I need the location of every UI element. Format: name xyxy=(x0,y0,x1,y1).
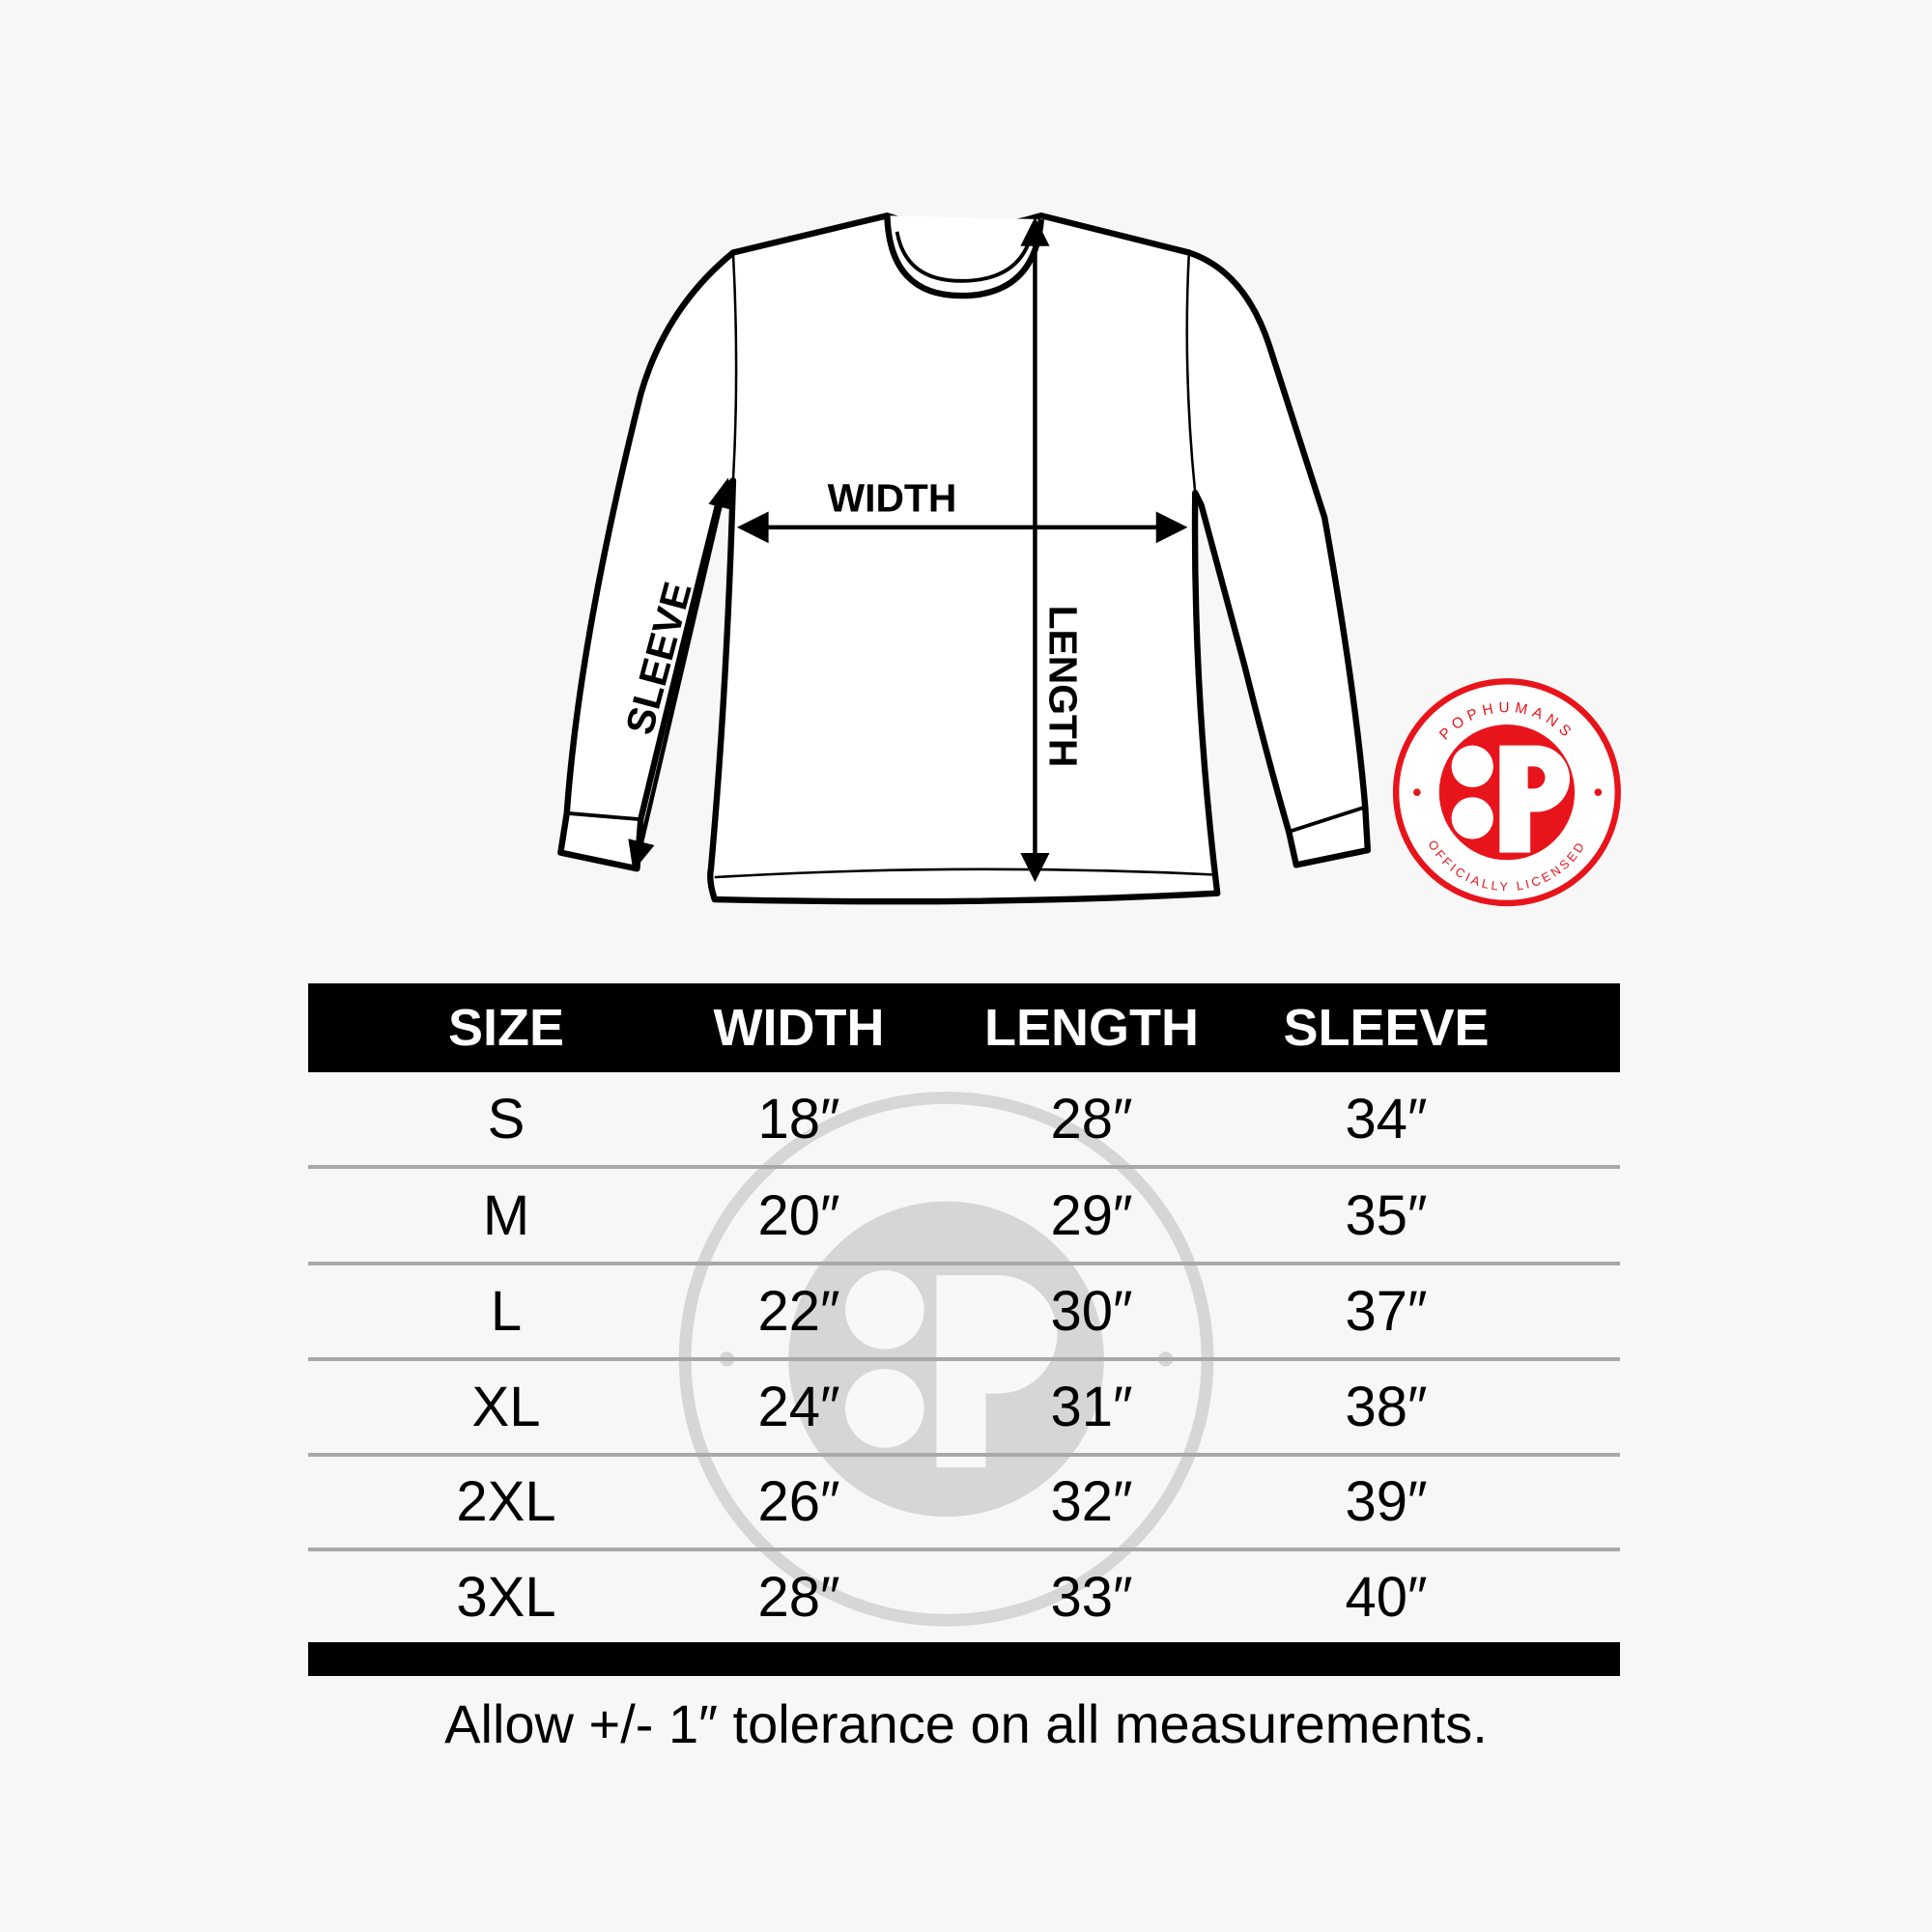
cell-width: 20″ xyxy=(757,1184,840,1247)
cell-sleeve: 37″ xyxy=(1345,1280,1428,1343)
size-table-header: SIZE WIDTH LENGTH SLEEVE xyxy=(308,983,1620,1072)
pophumans-logo: POPHUMANS OFFICIALLY LICENSED xyxy=(1392,678,1621,907)
table-row: M 20″ 29″ 35″ xyxy=(308,1169,1620,1265)
header-length: LENGTH xyxy=(984,999,1199,1057)
cell-sleeve: 39″ xyxy=(1345,1470,1428,1533)
cell-length: 28″ xyxy=(1050,1088,1133,1151)
table-row: 2XL 26″ 32″ 39″ xyxy=(308,1455,1620,1551)
cell-size: 2XL xyxy=(456,1470,556,1533)
cell-length: 30″ xyxy=(1050,1280,1133,1343)
header-width: WIDTH xyxy=(713,999,885,1057)
cell-width: 22″ xyxy=(757,1280,840,1343)
cell-length: 33″ xyxy=(1050,1566,1133,1629)
header-sleeve: SLEEVE xyxy=(1283,999,1490,1057)
cell-width: 26″ xyxy=(757,1470,840,1533)
length-label: LENGTH xyxy=(1041,606,1086,768)
row-divider xyxy=(308,1548,1620,1551)
row-divider xyxy=(308,1357,1620,1361)
cell-sleeve: 38″ xyxy=(1345,1376,1428,1438)
cell-length: 32″ xyxy=(1050,1470,1133,1533)
cell-sleeve: 34″ xyxy=(1345,1088,1428,1151)
cell-width: 18″ xyxy=(757,1088,840,1151)
header-size: SIZE xyxy=(447,999,565,1057)
cell-sleeve: 35″ xyxy=(1345,1184,1428,1247)
table-row: XL 24″ 31″ 38″ xyxy=(308,1360,1620,1457)
table-row: L 22″ 30″ 37″ xyxy=(308,1264,1620,1361)
cell-sleeve: 40″ xyxy=(1345,1566,1428,1629)
width-label: WIDTH xyxy=(828,475,957,520)
cell-size: 3XL xyxy=(456,1566,556,1629)
cell-width: 24″ xyxy=(757,1376,840,1438)
cell-size: M xyxy=(482,1184,530,1247)
row-divider xyxy=(308,1453,1620,1457)
cell-size: S xyxy=(487,1088,526,1151)
table-row: 3XL 28″ 33″ 40″ xyxy=(308,1550,1620,1645)
row-divider xyxy=(308,1262,1620,1265)
cell-length: 31″ xyxy=(1050,1376,1133,1438)
cell-size: L xyxy=(490,1280,523,1343)
row-divider xyxy=(308,1165,1620,1169)
longsleeve-shirt-outline xyxy=(557,213,1372,905)
cell-size: XL xyxy=(471,1376,541,1438)
table-bottom-bar xyxy=(308,1642,1620,1676)
measurement-arrows xyxy=(628,216,1188,883)
tolerance-note: Allow +/- 1″ tolerance on all measuremen… xyxy=(444,1693,1488,1754)
table-row: S 18″ 28″ 34″ xyxy=(308,1072,1620,1169)
cell-length: 29″ xyxy=(1050,1184,1133,1247)
cell-width: 28″ xyxy=(757,1566,840,1629)
